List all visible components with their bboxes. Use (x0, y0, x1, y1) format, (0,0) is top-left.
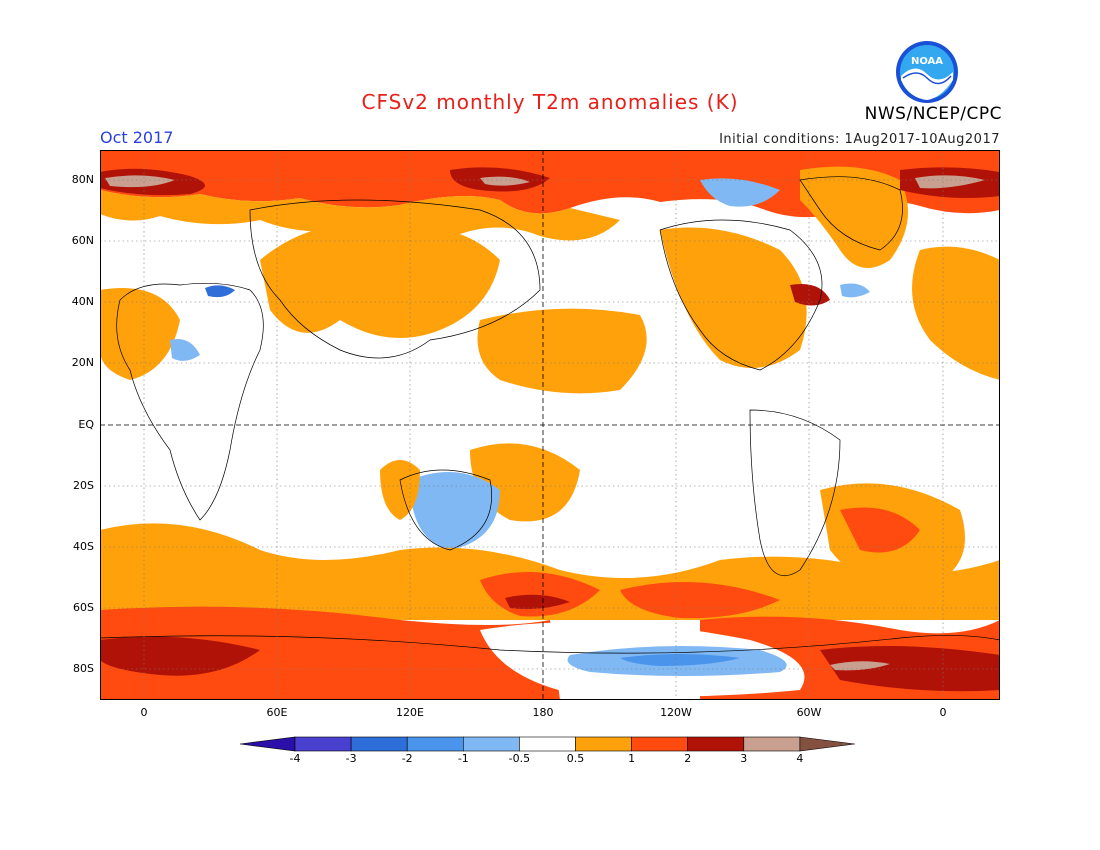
asia-cool-patch (205, 285, 235, 298)
arctic-orange-margin (100, 190, 620, 241)
arctic-warm-band (100, 150, 1000, 218)
colorbar-tick-label: -1 (457, 752, 469, 765)
lon-label-120e: 120E (396, 706, 424, 719)
southern-ocean-dark (505, 594, 570, 610)
reference-lines (100, 150, 1000, 700)
north-america-warm (660, 227, 807, 368)
colorbar-min-arrow (239, 736, 296, 752)
lon-label-60w: 60W (796, 706, 822, 719)
arctic-dark-patches (100, 167, 1000, 198)
lon-label-0: 0 (140, 706, 148, 719)
antarctic-colder (620, 654, 740, 666)
colorbar-tick-label: -3 (345, 752, 357, 765)
initial-conditions: Initial conditions: 1Aug2017-10Aug2017 (719, 132, 1000, 147)
colorbar (239, 736, 860, 756)
lon-label-60e: 60E (266, 706, 288, 719)
map-title: CFSv2 monthly T2m anomalies (K) (361, 90, 739, 114)
south-atlantic-hot (840, 507, 920, 553)
coastlines (100, 176, 1000, 654)
colorbar-tick-label: 2 (684, 752, 692, 765)
north-pacific-warm (477, 308, 647, 394)
southern-ocean-warm (100, 523, 1000, 620)
lon-label-180: 180 (532, 706, 554, 719)
lat-label-80s: 80S (73, 662, 94, 675)
lat-label-60n: 60N (71, 234, 94, 247)
australia-cool (410, 472, 500, 550)
colorbar-segment (463, 736, 520, 752)
colorbar-max-arrow (799, 736, 855, 752)
colorbar-segment (687, 736, 745, 752)
colorbar-segment (631, 736, 689, 752)
north-atlantic-warm (912, 246, 1000, 380)
colorbar-tick-label: 0.5 (566, 752, 585, 765)
antarctic-hot (100, 636, 1000, 692)
colorbar-tick-label: -0.5 (508, 752, 531, 765)
colorbar-tick-label: 1 (628, 752, 636, 765)
noaa-logo-text: NOAA (911, 56, 943, 67)
lat-label-60s: 60S (73, 601, 94, 614)
lat-label-eq: EQ (78, 418, 94, 431)
antarctic-extreme (830, 661, 890, 671)
lat-label-40s: 40S (73, 540, 94, 553)
lat-label-20s: 20S (73, 479, 94, 492)
greenland-warm (800, 166, 908, 268)
colorbar-tick-label: -4 (289, 752, 301, 765)
canada-cold (700, 178, 780, 207)
colorbar-segment (743, 736, 801, 752)
lon-label-120w: 120W (660, 706, 692, 719)
map-border (100, 150, 1000, 700)
noaa-logo: NOAA (895, 40, 959, 104)
africa-cool (170, 339, 200, 361)
lat-label-80n: 80N (71, 173, 94, 186)
lon-label-0-east: 0 (939, 706, 947, 719)
colorbar-segment (519, 736, 576, 752)
anomaly-map-svg (100, 150, 1000, 700)
colorbar-segment (575, 736, 632, 752)
eurasia-warm (260, 224, 500, 338)
lat-label-20n: 20N (71, 356, 94, 369)
colorbar-tick-label: -2 (401, 752, 413, 765)
colorbar-tick-label: 3 (740, 752, 748, 765)
nh-pacific-cool (840, 283, 870, 298)
africa-sahara-warm (100, 288, 180, 380)
colorbar-segment (406, 736, 464, 752)
anomaly-map (100, 150, 1000, 700)
lat-label-40n: 40N (71, 295, 94, 308)
colorbar-segment (294, 736, 352, 752)
agency-label: NWS/NCEP/CPC (864, 104, 1002, 124)
forecast-period: Oct 2017 (100, 128, 174, 147)
colorbar-svg (239, 736, 855, 752)
colorbar-tick-label: 4 (796, 752, 804, 765)
colorbar-segment (350, 736, 408, 752)
southern-ocean-hot (480, 572, 780, 619)
